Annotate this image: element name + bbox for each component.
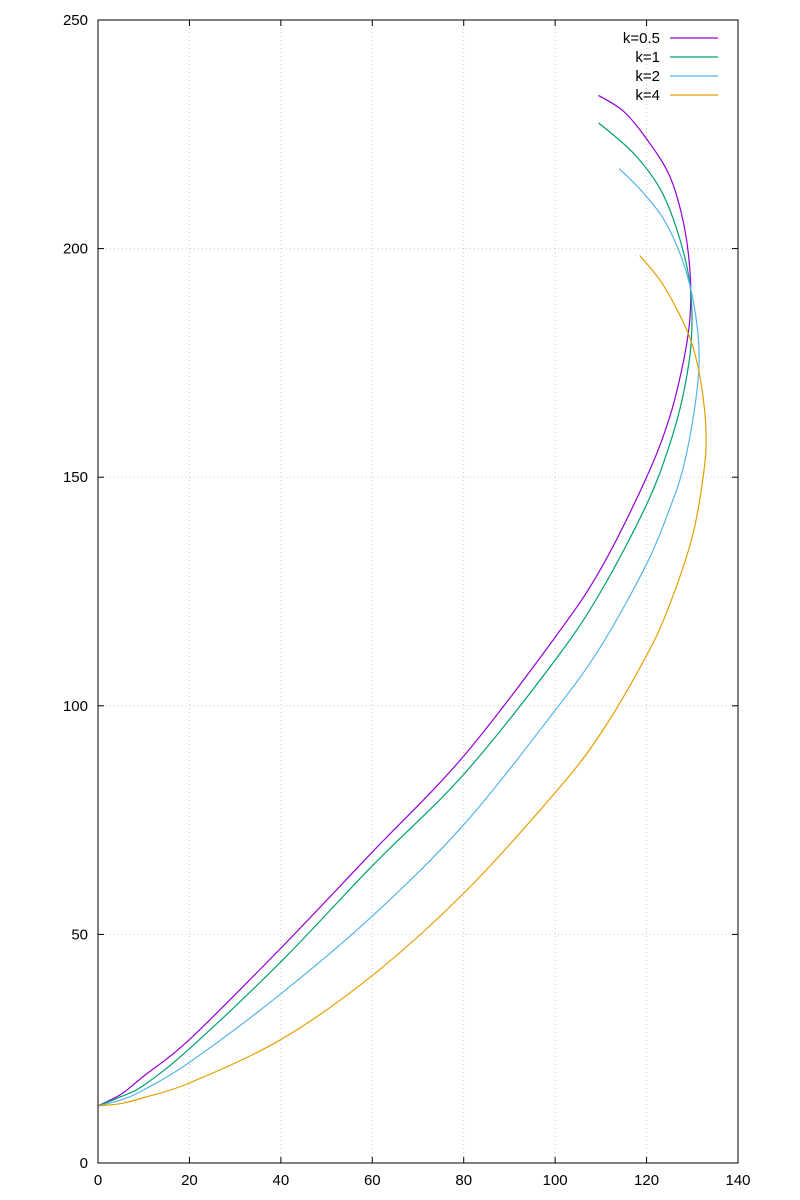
y-tick-labels: 0 50 100 150 200 250 (63, 12, 88, 1172)
x-tick-label: 20 (181, 1172, 198, 1189)
grid-lines (98, 20, 738, 1163)
series-lines (97, 94, 707, 1107)
x-tick-label: 80 (455, 1172, 472, 1189)
legend-label: k=1 (635, 49, 660, 66)
x-tick-labels: 0 20 40 60 80 100 120 140 (94, 1172, 751, 1189)
legend: k=0.5 k=1 k=2 k=4 (623, 30, 718, 104)
x-tick-label: 120 (634, 1172, 659, 1189)
series-line-k=1 (97, 122, 693, 1107)
y-tick-label: 0 (80, 1155, 88, 1172)
x-tick-label: 60 (364, 1172, 381, 1189)
y-tick-label: 250 (63, 12, 88, 29)
plot-frame (97, 19, 739, 1164)
y-tick-label: 50 (71, 926, 88, 943)
x-tick-label: 0 (94, 1172, 102, 1189)
x-tick-label: 40 (273, 1172, 290, 1189)
series-line-k=2 (97, 168, 700, 1107)
y-tick-label: 100 (63, 698, 88, 715)
legend-label: k=4 (635, 87, 660, 104)
x-tick-label: 100 (543, 1172, 568, 1189)
legend-label: k=2 (635, 68, 660, 85)
axis-ticks (97, 19, 739, 1164)
y-tick-label: 200 (63, 241, 88, 258)
legend-label: k=0.5 (623, 30, 660, 47)
x-tick-label: 140 (725, 1172, 750, 1189)
series-line-k=0.5 (97, 94, 692, 1107)
y-tick-label: 150 (63, 469, 88, 486)
series-line-k=4 (97, 255, 707, 1107)
